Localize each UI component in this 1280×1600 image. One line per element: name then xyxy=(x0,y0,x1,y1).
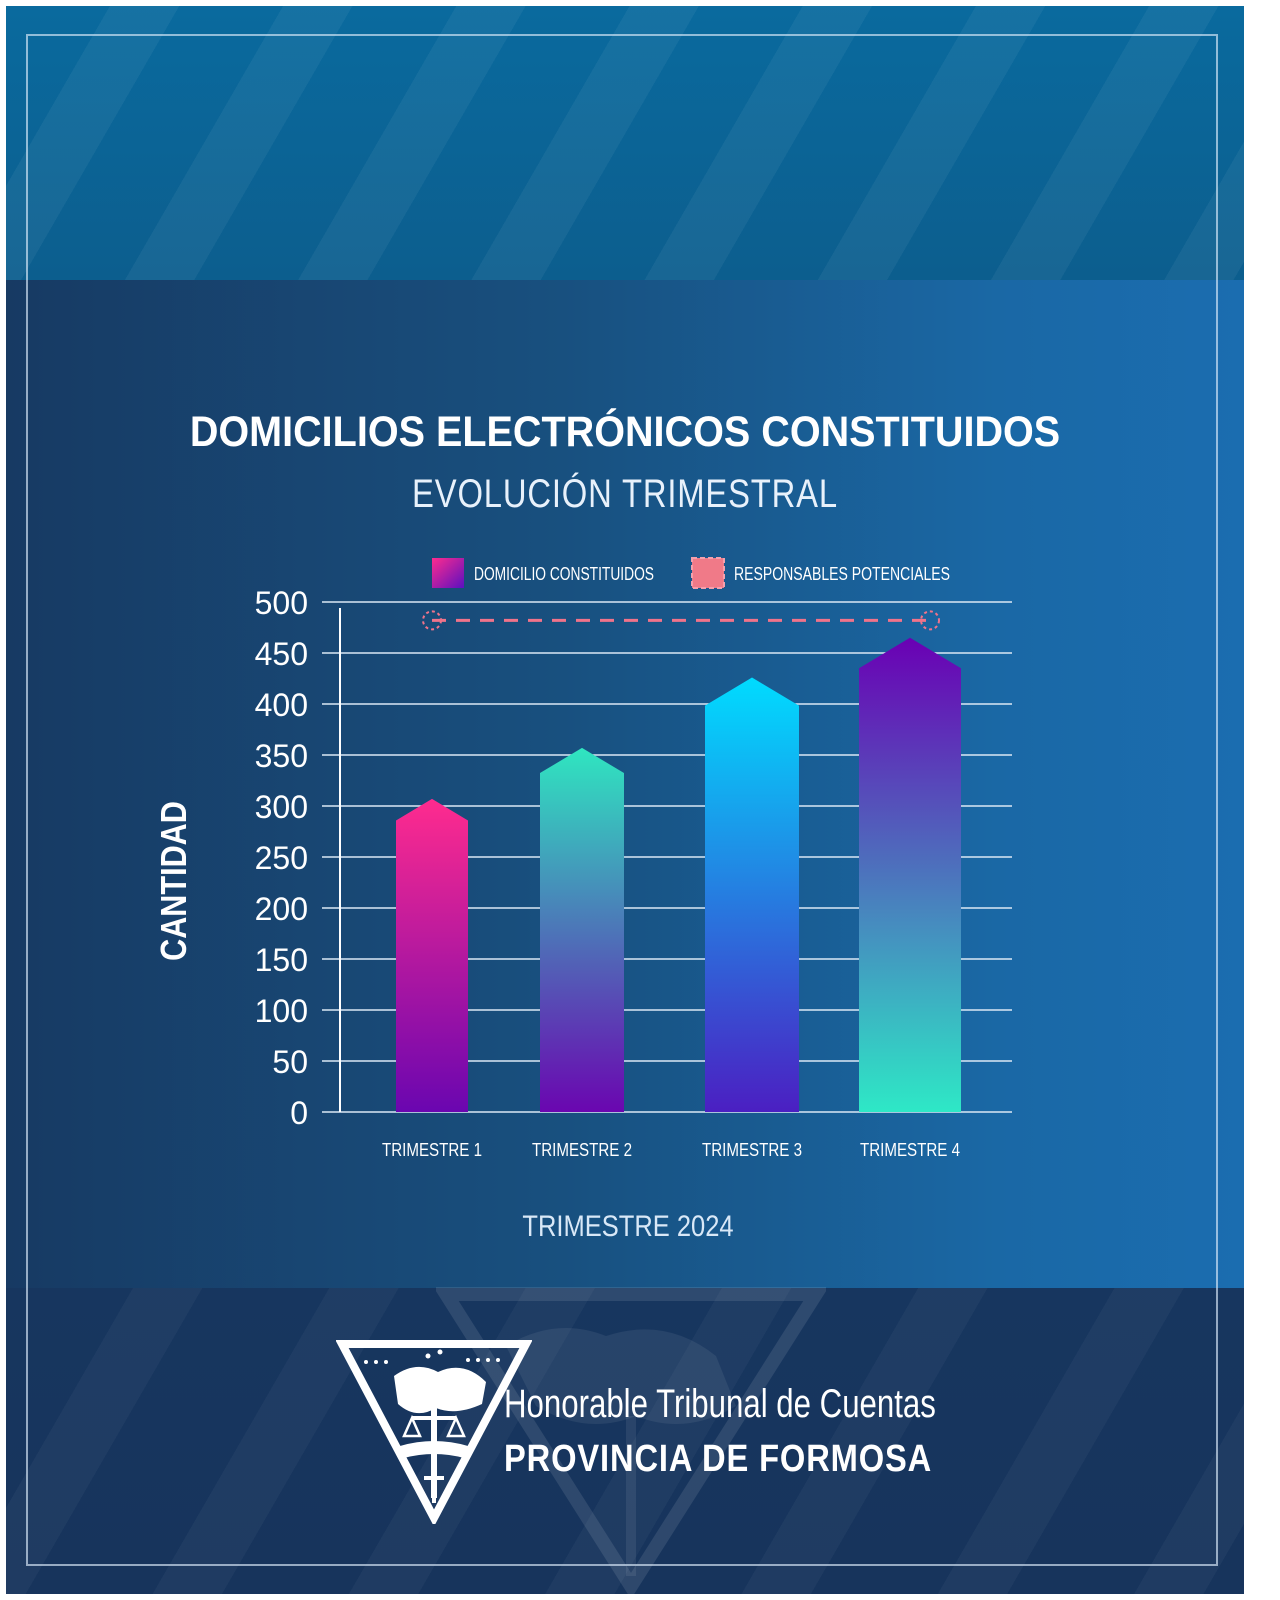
y-tick-label: 50 xyxy=(272,1044,308,1080)
watermark-emblem-icon xyxy=(436,1287,826,1594)
y-tick-label: 250 xyxy=(255,840,308,876)
y-tick-label: 300 xyxy=(255,789,308,825)
x-tick-label: TRIMESTRE 3 xyxy=(702,1140,802,1160)
x-tick-label: TRIMESTRE 4 xyxy=(860,1140,960,1160)
y-tick-label: 500 xyxy=(255,585,308,621)
bar-1 xyxy=(396,798,468,1112)
top-band xyxy=(6,6,1244,280)
y-tick-label: 350 xyxy=(255,738,308,774)
bar-2 xyxy=(540,747,624,1112)
reference-marker xyxy=(920,610,940,631)
bar-4 xyxy=(859,637,961,1112)
tribunal-emblem-icon xyxy=(336,1340,532,1524)
reference-marker xyxy=(422,610,442,631)
bottom-band xyxy=(6,1288,1244,1594)
chart-title: DOMICILIOS ELECTRÓNICOS CONSTITUIDOS xyxy=(189,408,1061,456)
organization-name: Honorable Tribunal de Cuentas xyxy=(504,1382,936,1426)
y-tick-label: 400 xyxy=(255,687,308,723)
y-tick-label: 200 xyxy=(255,891,308,927)
bar-chart: 0 50 100 150 200 250 300 350 400 450 500 TRIMESTRE… xyxy=(255,557,1012,1160)
y-tick-label: 100 xyxy=(255,993,308,1029)
x-axis-label: TRIMESTRE 2024 xyxy=(522,1210,734,1243)
y-tick-label: 0 xyxy=(290,1095,308,1131)
legend-swatch-domicilios xyxy=(432,558,464,588)
legend-label-responsables: RESPONSABLES POTENCIALES xyxy=(734,564,950,584)
bar-3 xyxy=(705,677,799,1112)
chart-panel xyxy=(6,280,1244,1288)
poster: DOMICILIOS ELECTRÓNICOS CONSTITUIDOS EVO… xyxy=(6,6,1244,1594)
legend-swatch-responsables xyxy=(691,557,725,589)
y-tick-label: 150 xyxy=(255,942,308,978)
y-tick-label: 450 xyxy=(255,636,308,672)
legend-label-domicilios: DOMICILIO CONSTITUIDOS xyxy=(474,564,654,584)
x-tick-label: TRIMESTRE 1 xyxy=(382,1140,482,1160)
organization-province: PROVINCIA DE FORMOSA xyxy=(504,1438,933,1480)
chart-subtitle: EVOLUCIÓN TRIMESTRAL xyxy=(412,472,838,516)
x-tick-label: TRIMESTRE 2 xyxy=(532,1140,632,1160)
